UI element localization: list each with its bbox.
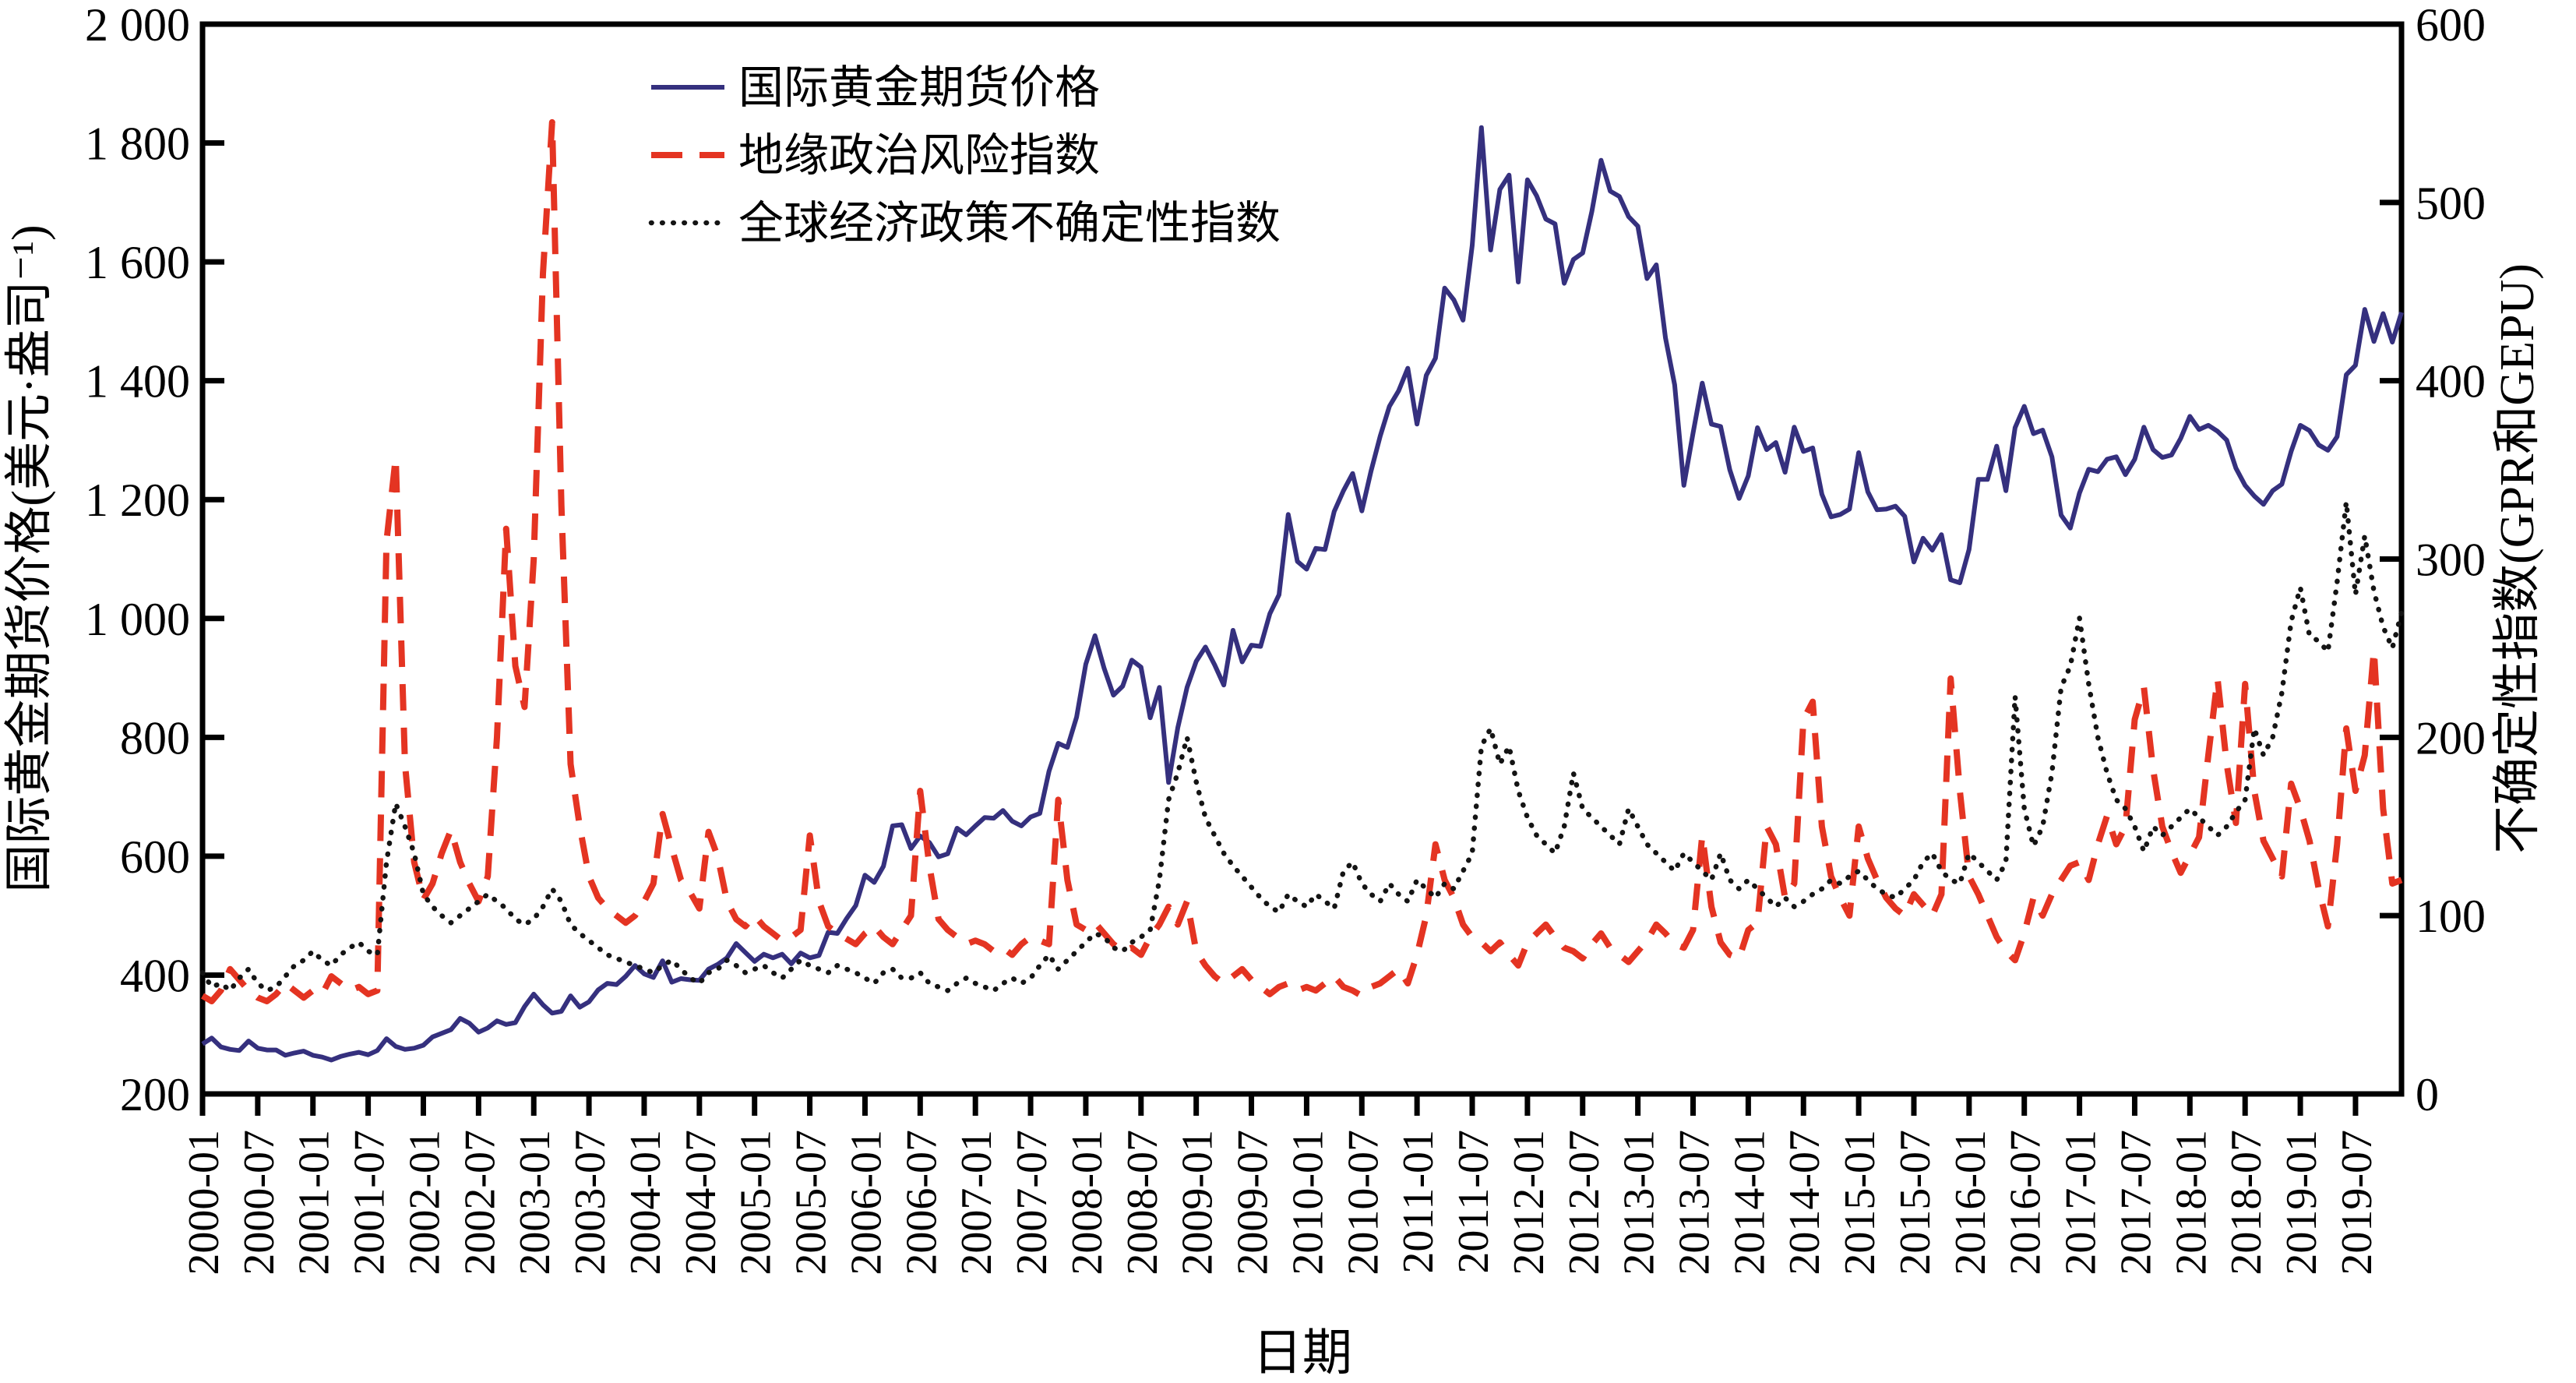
x-tick-label: 2010-01 (1284, 1130, 1332, 1275)
x-tick-label: 2005-01 (732, 1130, 781, 1275)
y-left-tick-label: 800 (120, 712, 190, 764)
y-left-tick-label: 1 800 (85, 118, 190, 170)
x-tick-label: 2019-01 (2278, 1130, 2326, 1275)
x-tick-label: 2000-07 (235, 1130, 284, 1275)
x-tick-label: 2013-07 (1670, 1130, 1718, 1275)
x-tick-label: 2018-07 (2222, 1130, 2271, 1275)
y-right-tick-label: 100 (2416, 891, 2486, 942)
y-right-tick-label: 500 (2416, 178, 2486, 229)
x-tick-label: 2014-01 (1725, 1130, 1774, 1275)
x-tick-label: 2009-07 (1229, 1130, 1277, 1275)
x-axis-ticks: 2000-01 2000-07 2001-01 2001-07 2002-01 2002-… (180, 1094, 2381, 1275)
x-tick-label: 2011-07 (1450, 1130, 1498, 1274)
y-left-tick-label: 1 400 (85, 356, 190, 407)
y-left-tick-label: 400 (120, 950, 190, 1001)
series-line-2-dotted (199, 499, 2405, 993)
x-tick-label: 2002-01 (400, 1130, 449, 1275)
x-tick-label: 2011-01 (1394, 1130, 1443, 1274)
x-tick-label: 2016-07 (2002, 1130, 2050, 1275)
legend-label-gepu: 全球经济政策不确定性指数 (738, 198, 1281, 249)
y-right-tick-label: 300 (2416, 535, 2486, 586)
x-tick-label: 2005-07 (788, 1130, 836, 1275)
x-tick-label: 2014-07 (1781, 1130, 1829, 1275)
x-tick-label: 2017-01 (2057, 1130, 2106, 1275)
x-tick-label: 2015-01 (1836, 1130, 1884, 1275)
x-tick-label: 2008-01 (1063, 1130, 1112, 1275)
y-left-tick-label: 200 (120, 1069, 190, 1120)
y-left-tick-label: 1 000 (85, 594, 190, 645)
x-tick-label: 2013-01 (1616, 1130, 1664, 1275)
x-tick-label: 2018-01 (2167, 1130, 2215, 1275)
x-tick-label: 2010-07 (1339, 1130, 1387, 1275)
y-right-tick-label: 600 (2416, 0, 2486, 51)
x-axis-title: 日期 (1253, 1325, 1352, 1381)
y-left-tick-label: 2 000 (85, 0, 190, 51)
x-tick-label: 2015-07 (1891, 1130, 1940, 1275)
y-left-tick-label: 1 200 (85, 475, 190, 526)
legend-item-gepu: 全球经济政策不确定性指数 (648, 198, 1281, 249)
x-tick-label: 2007-07 (1008, 1130, 1056, 1275)
legend-label-gpr: 地缘政治风险指数 (738, 130, 1100, 181)
y-right-tick-label: 0 (2416, 1069, 2439, 1120)
legend-label-gold-price: 国际黄金期货价格 (738, 62, 1100, 113)
x-tick-label: 2006-07 (897, 1130, 946, 1275)
x-tick-label: 2004-01 (622, 1130, 670, 1275)
x-tick-label: 2001-07 (346, 1130, 394, 1275)
x-tick-label: 2009-01 (1174, 1130, 1222, 1275)
y-axis-left-title: 国际黄金期货价格(美元·盎司⁻¹) (3, 224, 56, 892)
y-right-tick-label: 400 (2416, 356, 2486, 407)
legend-item-gpr: 地缘政治风险指数 (651, 130, 1100, 181)
y-axis-right-title: 不确定性指数(GPR和GEPU) (2491, 263, 2544, 854)
y-axis-right-ticks: 600 500 400 300 200 100 0 (2380, 0, 2486, 1120)
x-tick-label: 2000-01 (180, 1130, 228, 1275)
x-tick-label: 2001-01 (291, 1130, 339, 1275)
x-tick-label: 2002-07 (456, 1130, 504, 1275)
legend: 国际黄金期货价格 地缘政治风险指数 全球经济政策不确定性指数 (648, 62, 1281, 249)
x-tick-label: 2004-07 (677, 1130, 725, 1275)
legend-item-gold-price: 国际黄金期货价格 (651, 62, 1100, 113)
data-series (199, 118, 2405, 1063)
y-axis-left-ticks: 2 000 1 800 1 600 1 400 1 200 1 000 800 600 400 2… (85, 0, 224, 1120)
x-tick-label: 2006-01 (842, 1130, 890, 1275)
x-tick-label: 2012-07 (1560, 1130, 1609, 1275)
x-tick-label: 2008-07 (1119, 1130, 1167, 1275)
y-right-tick-label: 200 (2416, 712, 2486, 764)
x-tick-label: 2012-01 (1505, 1130, 1553, 1275)
x-tick-label: 2017-07 (2112, 1130, 2160, 1275)
y-left-tick-label: 1 600 (85, 237, 190, 288)
series-line-1-dashed (200, 118, 2403, 1004)
x-tick-label: 2016-01 (1947, 1130, 1995, 1275)
x-tick-label: 2003-07 (566, 1130, 615, 1275)
x-tick-label: 2007-01 (953, 1130, 1001, 1275)
series-line-0-solid (201, 125, 2404, 1063)
x-tick-label: 2003-01 (511, 1130, 559, 1275)
x-tick-label: 2019-07 (2333, 1130, 2381, 1275)
y-left-tick-label: 600 (120, 831, 190, 883)
